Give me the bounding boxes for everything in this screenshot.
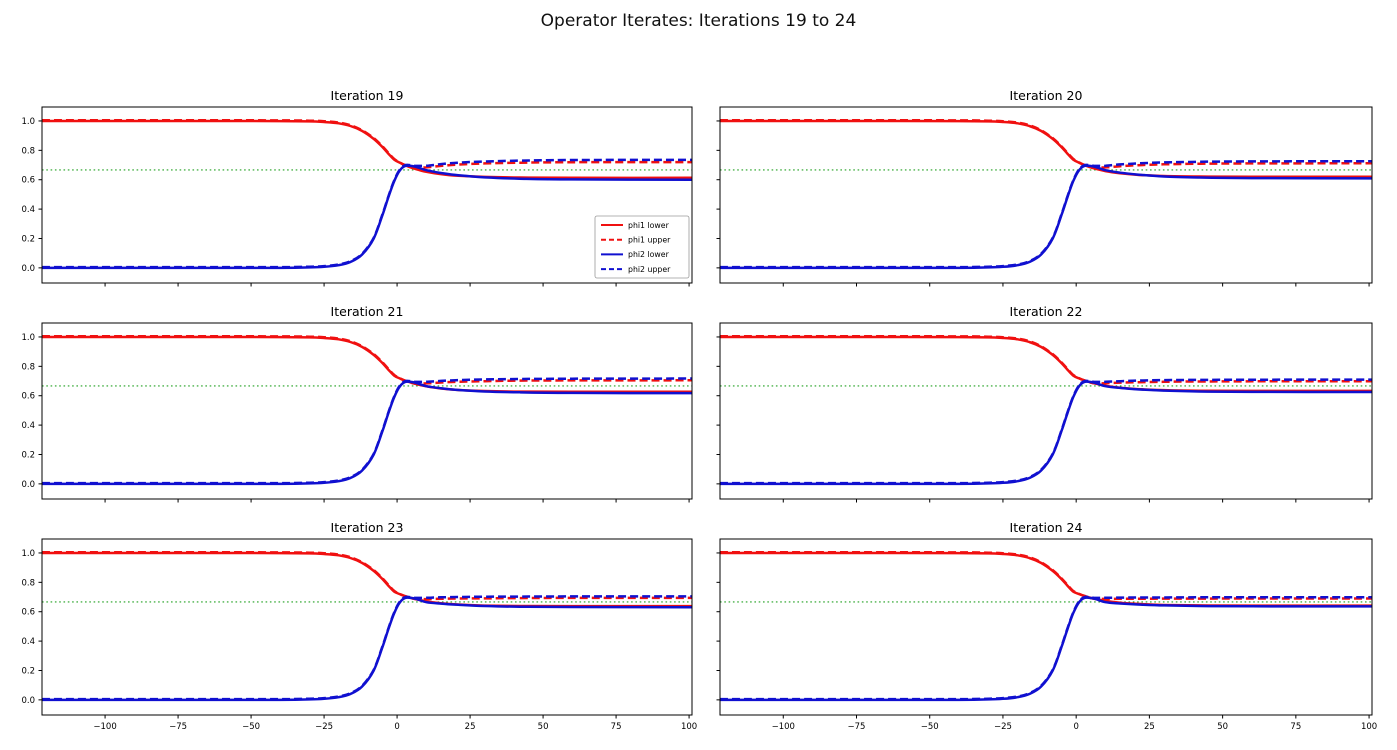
x-tick-label: −100 <box>772 722 795 732</box>
axes-frame <box>719 106 1373 284</box>
series-phi2-upper <box>719 159 1373 269</box>
axes-frame <box>41 106 693 284</box>
x-tick-label: 100 <box>681 722 697 732</box>
y-tick-label: 0.6 <box>21 608 35 618</box>
subplot-title: Iteration 19 <box>331 88 404 103</box>
series-phi1-upper <box>41 334 693 385</box>
series-phi2-upper <box>41 158 693 269</box>
series-phi2-upper <box>41 595 692 701</box>
subplot-title: Iteration 23 <box>331 520 404 535</box>
y-tick-label: 0.4 <box>21 637 35 647</box>
series-phi2-lower <box>42 164 693 270</box>
subplot-canvas-3: 0.0 0.2 0.4 0.6 0.8 1.0 Iteration 21 <box>21 304 693 503</box>
series-phi2-lower <box>42 380 693 486</box>
legend-label: phi1 upper <box>628 236 671 245</box>
x-tick-label: −75 <box>848 722 866 732</box>
subplot-title: Iteration 24 <box>1010 520 1083 535</box>
x-tick-label: 50 <box>538 722 549 732</box>
y-tick-label: 0.8 <box>21 362 35 372</box>
axes-frame <box>719 538 1373 716</box>
axes-frame <box>41 538 693 716</box>
x-tick-label: −25 <box>315 722 333 732</box>
subplot-title: Iteration 21 <box>331 304 404 319</box>
legend-frame <box>594 215 690 279</box>
x-tick-label: −75 <box>169 722 187 732</box>
series-phi1-lower <box>42 335 692 394</box>
subplot-canvas-4: Iteration 22 <box>716 304 1373 503</box>
x-tick-label: 100 <box>1361 722 1377 732</box>
figure-suptitle: Operator Iterates: Iterations 19 to 24 <box>540 11 857 31</box>
y-tick-label: 0.8 <box>21 578 35 588</box>
axes-frame <box>719 322 1373 500</box>
subplot-title: Iteration 22 <box>1010 304 1083 319</box>
subplot-canvas-1: 0.0 0.2 0.4 0.6 0.8 1.0 Iteration 19 phi1 lower… <box>21 88 693 287</box>
subplot-canvas-6: −100 −75 −50 −25 0 25 50 75 100 Iteration 24 <box>716 520 1377 732</box>
series-phi1-upper <box>720 334 1373 385</box>
y-tick-label: 1.0 <box>21 333 35 343</box>
axes-frame <box>41 322 693 500</box>
series-phi1-upper <box>720 118 1373 169</box>
x-tick-label: −100 <box>93 722 116 732</box>
y-tick-label: 1.0 <box>21 549 35 559</box>
y-tick-label: 0.2 <box>21 666 35 676</box>
subplot-title: Iteration 20 <box>1010 88 1083 103</box>
legend-label: phi2 upper <box>628 265 671 274</box>
x-tick-label: 0 <box>394 722 399 732</box>
x-tick-label: −25 <box>994 722 1012 732</box>
series-phi2-lower <box>720 164 1373 270</box>
y-tick-label: 1.0 <box>21 117 35 127</box>
series-phi2-upper <box>719 595 1372 701</box>
y-tick-label: 0.4 <box>21 421 35 431</box>
series-phi2-lower <box>720 380 1373 486</box>
subplot-canvas-5: −100 −75 −50 −25 0 25 50 75 100 0.0 0.2 0.4 0.6 0.8 1.… <box>21 520 697 732</box>
x-tick-label: −50 <box>921 722 939 732</box>
x-tick-label: −50 <box>242 722 260 732</box>
y-tick-label: 0.0 <box>21 264 35 274</box>
y-tick-label: 0.8 <box>21 146 35 156</box>
series-phi2-lower <box>42 596 693 702</box>
y-tick-label: 0.0 <box>21 696 35 706</box>
series-phi1-upper <box>41 550 692 601</box>
series-phi1-lower <box>42 119 693 180</box>
series-phi1-lower <box>720 119 1372 179</box>
y-tick-label: 0.6 <box>21 176 35 186</box>
subplot-canvas-2: Iteration 20 <box>716 88 1373 287</box>
series-phi2-upper <box>41 377 693 485</box>
x-tick-label: 25 <box>465 722 476 732</box>
series-phi2-lower <box>720 596 1373 702</box>
y-tick-label: 0.6 <box>21 392 35 402</box>
y-tick-label: 0.4 <box>21 205 35 215</box>
x-tick-label: 50 <box>1217 722 1228 732</box>
y-tick-label: 0.2 <box>21 450 35 460</box>
x-tick-label: 75 <box>611 722 622 732</box>
x-tick-label: 25 <box>1144 722 1155 732</box>
x-tick-label: 0 <box>1073 722 1078 732</box>
legend-label: phi2 lower <box>628 250 670 259</box>
y-tick-label: 0.0 <box>21 480 35 490</box>
series-phi2-upper <box>719 378 1373 485</box>
legend-box: phi1 lower phi1 upper phi2 lower phi2 upper <box>594 215 690 279</box>
y-tick-label: 0.2 <box>21 234 35 244</box>
legend-label: phi1 lower <box>628 221 670 230</box>
series-phi1-upper <box>720 550 1372 601</box>
series-phi1-lower <box>720 335 1372 393</box>
x-tick-label: 75 <box>1290 722 1301 732</box>
